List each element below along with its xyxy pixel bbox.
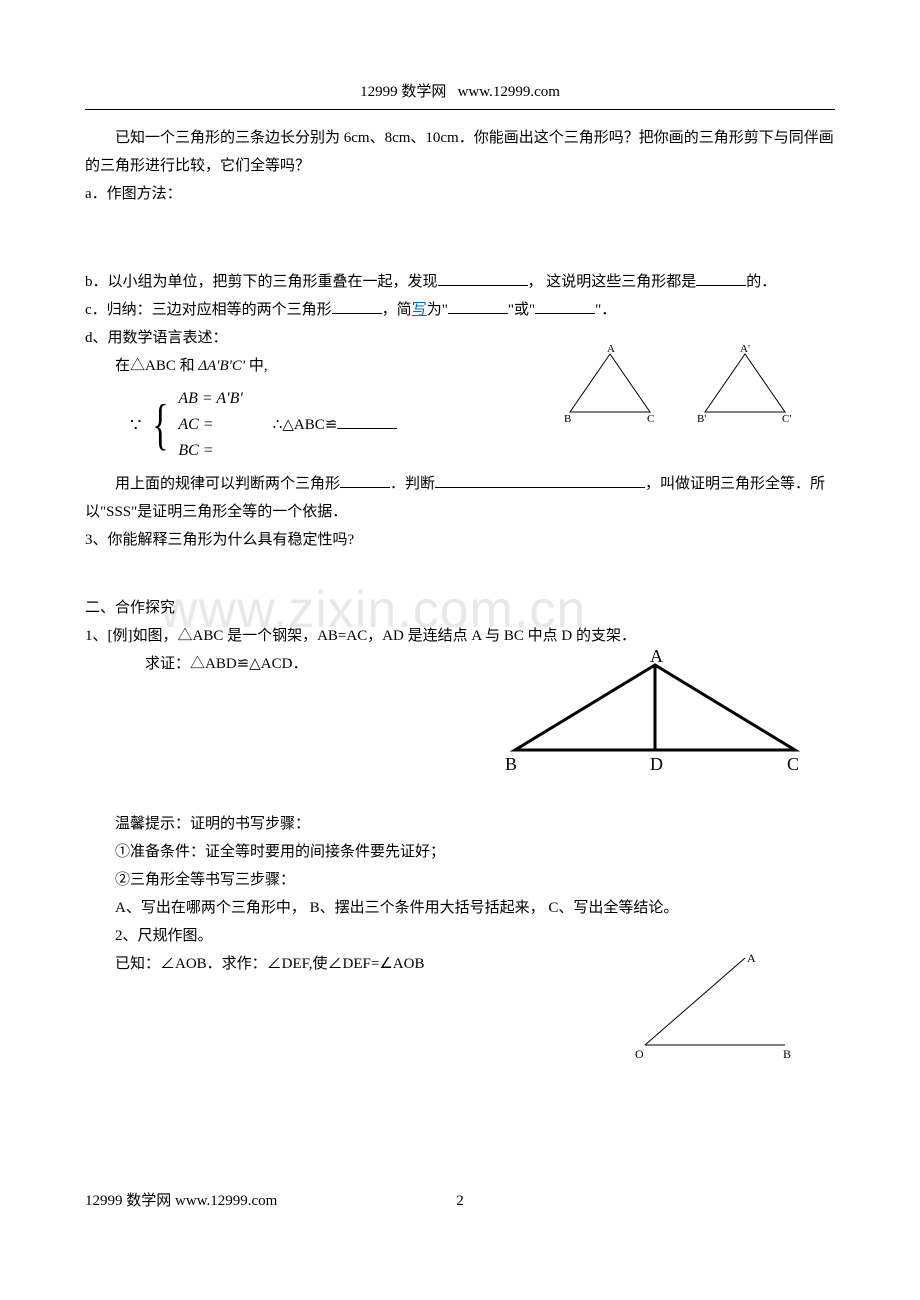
angle-label-O: O (635, 1047, 644, 1061)
steel-label-C: C (787, 754, 799, 774)
brace-system: ∵ { AB = A'B' AC = BC = ∴△ABC≌ (130, 386, 555, 464)
left-brace: { (153, 397, 169, 453)
label-B: B (564, 413, 571, 425)
angle-figure: A O B (625, 950, 795, 1080)
steel-label-B: B (505, 754, 517, 774)
label-Ap: A' (740, 343, 750, 355)
link-write[interactable]: 写 (412, 302, 427, 318)
item-d1-math: ΔA'B'C' (198, 358, 245, 374)
label-C: C (647, 413, 654, 425)
blank-b2[interactable] (696, 269, 746, 286)
item-c: c．归纳：三边对应相等的两个三角形 ，简写为" "或" "． (85, 296, 835, 324)
example-1: 1、[例]如图，△ABC 是一个钢架，AB=AC，AD 是连结点 A 与 BC … (85, 622, 835, 650)
question-3: 3、你能解释三角形为什么具有稳定性吗? (85, 526, 835, 554)
section-2-heading: 二、合作探究 (85, 594, 835, 622)
blank-c3[interactable] (535, 297, 595, 314)
because-symbol: ∵ (130, 411, 141, 439)
item-b-mid: ， 这说明这些三角形都是 (528, 274, 697, 290)
item-c-end: "． (595, 302, 616, 318)
blank-therefore[interactable] (337, 412, 397, 429)
blank-c2[interactable] (448, 297, 508, 314)
hint-3: A、写出在哪两个三角形中， B、摆出三个条件用大括号括起来， C、写出全等结论。 (115, 894, 835, 922)
item-d1-pre: 在△ABC 和 (115, 358, 198, 374)
hint-title: 温馨提示：证明的书写步骤： (115, 810, 835, 838)
blank-b1[interactable] (438, 269, 528, 286)
label-Bp: B' (697, 413, 706, 425)
item-b-pre: b．以小组为单位，把剪下的三角形重叠在一起，发现 (85, 274, 438, 290)
item-b: b．以小组为单位，把剪下的三角形重叠在一起，发现 ， 这说明这些三角形都是 的． (85, 268, 835, 296)
therefore-block: ∴△ABC≌ (273, 411, 398, 439)
angle-label-A: A (747, 951, 756, 965)
steel-label-D: D (650, 754, 663, 774)
label-A: A (607, 343, 615, 355)
item-a: a．作图方法： (85, 180, 835, 208)
label-Cp: C' (782, 413, 791, 425)
example-2: 2、尺规作图。 (115, 922, 835, 950)
item-b-end: 的． (746, 274, 776, 290)
item-c-mid2: 为" (427, 302, 448, 318)
therefore-pre: ∴△ABC≌ (273, 417, 338, 433)
angle-label-B: B (783, 1047, 791, 1061)
brace-line3: BC = (178, 438, 242, 464)
item-c-or: "或" (508, 302, 535, 318)
header-site-url: www.12999.com (458, 84, 560, 100)
blank-e2[interactable] (435, 471, 645, 488)
hint-1: ①准备条件：证全等时要用的间接条件要先证好； (115, 838, 835, 866)
item-d1-end: 中, (245, 358, 268, 374)
blank-c1[interactable] (332, 297, 382, 314)
steel-frame-figure: A B D C (505, 650, 805, 790)
problem-intro: 已知一个三角形的三条边长分别为 6cm、8cm、10cm．你能画出这个三角形吗？… (85, 124, 835, 180)
page-number: 2 (456, 1193, 464, 1210)
hint-2: ②三角形全等书写三步骤： (115, 866, 835, 894)
steel-label-A: A (650, 650, 663, 666)
two-triangles-figure: A B C A' B' C' (555, 342, 825, 442)
brace-line1: AB = A'B' (178, 386, 242, 412)
item-c-pre: c．归纳：三边对应相等的两个三角形 (85, 302, 332, 318)
brace-line2: AC = (178, 412, 242, 438)
item-c-mid1: ，简 (382, 302, 412, 318)
blank-e1[interactable] (340, 471, 390, 488)
item-e-pre: 用上面的规律可以判断两个三角形 (115, 476, 340, 492)
item-e: 用上面的规律可以判断两个三角形．判断，叫做证明三角形全等．所以"SSS"是证明三… (85, 470, 835, 526)
header-site-name: 12999 数学网 (360, 84, 446, 100)
page-header: 12999 数学网 www.12999.com (85, 80, 835, 110)
item-e-mid: ．判断 (390, 476, 435, 492)
